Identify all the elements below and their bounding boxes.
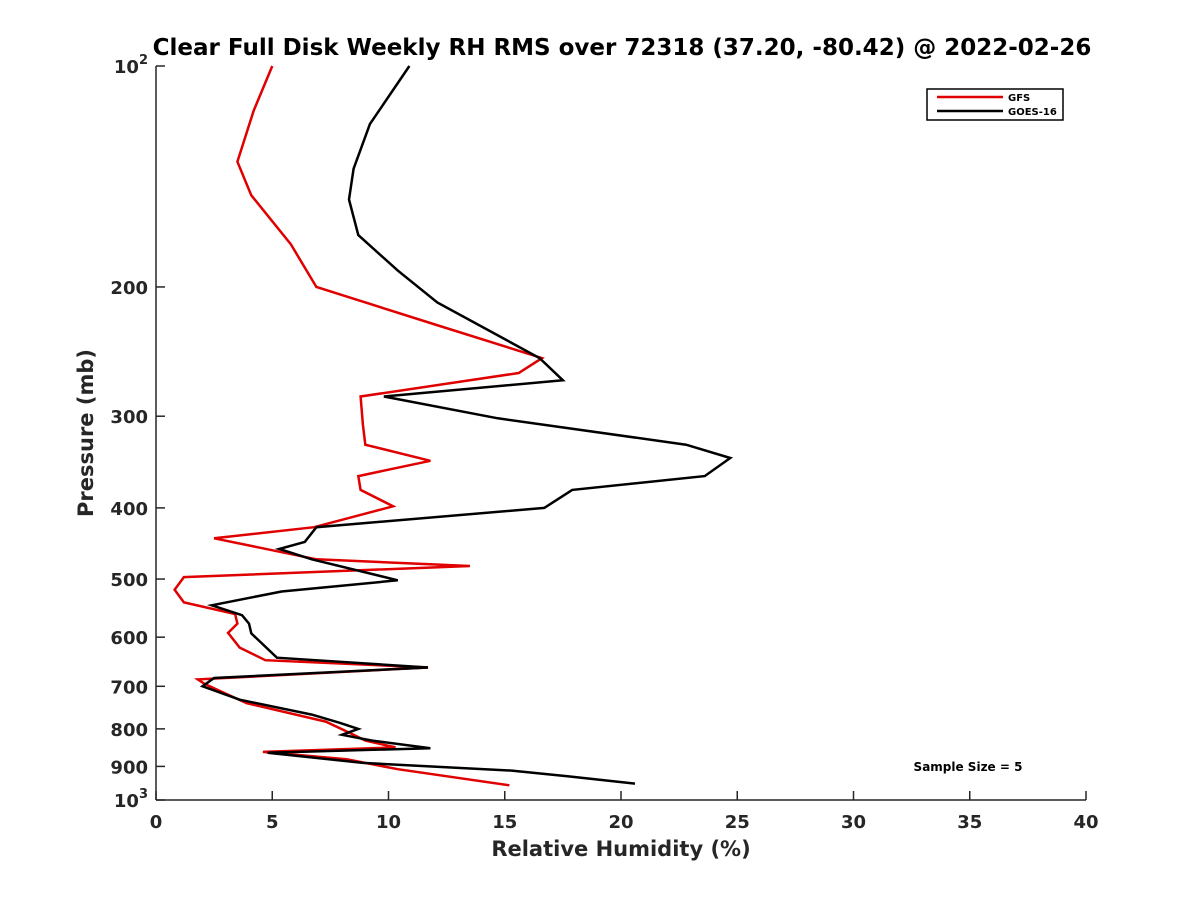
series-layer [173, 65, 734, 787]
x-tick-label: 0 [150, 812, 163, 833]
y-tick-label: 900 [110, 757, 148, 778]
x-tick-label: 10 [376, 812, 401, 833]
legend: GFS GOES-16 [926, 88, 1064, 121]
series-line-goes16 [199, 65, 734, 785]
x-tick-label: 40 [1073, 812, 1098, 833]
sample-size-annotation: Sample Size = 5 [914, 760, 1023, 774]
x-tick-label: 25 [725, 812, 750, 833]
legend-label-goes16: GOES-16 [1008, 107, 1057, 118]
x-tick-label: 20 [608, 812, 633, 833]
x-tick-label: 15 [492, 812, 517, 833]
x-tick-label: 5 [266, 812, 279, 833]
y-axis-label: Pressure (mb) [74, 349, 98, 517]
y-ticks: 102 200 300 400 500 600 700 800 900 103 [110, 53, 165, 812]
series-line-gfs [173, 65, 545, 787]
y-tick-label: 500 [110, 570, 148, 591]
x-tick-label: 35 [957, 812, 982, 833]
y-tick-label: 700 [110, 677, 148, 698]
y-tick-label: 102 [114, 53, 148, 78]
x-ticks: 0 5 10 15 20 25 30 35 40 [150, 791, 1099, 833]
y-tick-label: 103 [114, 787, 148, 812]
legend-label-gfs: GFS [1008, 93, 1030, 104]
y-tick-label: 200 [110, 278, 148, 299]
y-tick-label: 300 [110, 407, 148, 428]
y-tick-label: 800 [110, 720, 148, 741]
plot-area [156, 66, 1086, 800]
y-tick-label: 600 [110, 628, 148, 649]
x-axis-label: Relative Humidity (%) [491, 837, 750, 861]
chart-title: Clear Full Disk Weekly RH RMS over 72318… [153, 35, 1092, 61]
x-tick-label: 30 [841, 812, 866, 833]
legend-box [926, 88, 1064, 121]
y-tick-label: 400 [110, 499, 148, 520]
